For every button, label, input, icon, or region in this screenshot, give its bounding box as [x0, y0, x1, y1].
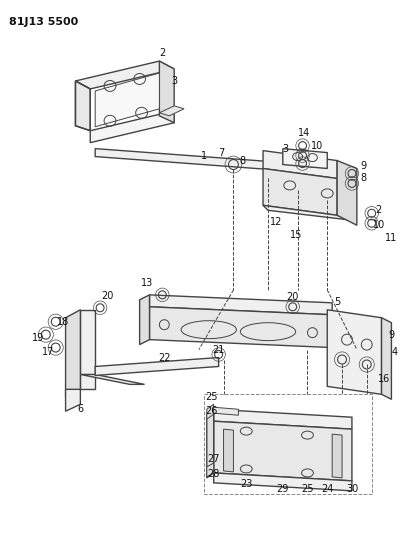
Polygon shape — [207, 463, 214, 477]
Text: 12: 12 — [270, 217, 282, 227]
Text: 25: 25 — [206, 392, 218, 402]
Text: 1: 1 — [201, 151, 207, 160]
Text: 8: 8 — [361, 173, 367, 183]
Text: 10: 10 — [311, 141, 324, 151]
Polygon shape — [95, 358, 219, 375]
Polygon shape — [80, 375, 144, 384]
Text: 20: 20 — [101, 291, 113, 301]
Text: 11: 11 — [385, 233, 398, 243]
Polygon shape — [95, 73, 159, 127]
Text: 81J13 5500: 81J13 5500 — [9, 17, 78, 27]
Polygon shape — [214, 421, 352, 481]
Text: 24: 24 — [321, 484, 334, 494]
Text: 23: 23 — [240, 479, 252, 489]
Text: 4: 4 — [391, 346, 398, 357]
Text: 17: 17 — [42, 346, 54, 357]
Polygon shape — [283, 149, 327, 168]
Text: 21: 21 — [212, 344, 225, 354]
Text: 27: 27 — [208, 454, 220, 464]
Polygon shape — [332, 434, 342, 478]
Polygon shape — [159, 61, 174, 123]
Text: 22: 22 — [158, 352, 170, 362]
Text: 7: 7 — [218, 148, 225, 158]
Polygon shape — [214, 407, 238, 415]
Text: 26: 26 — [206, 406, 218, 416]
Polygon shape — [327, 310, 382, 394]
Polygon shape — [66, 389, 80, 411]
Text: 9: 9 — [361, 160, 367, 171]
Text: 28: 28 — [208, 469, 220, 479]
Text: 20: 20 — [286, 292, 299, 302]
Polygon shape — [140, 295, 150, 345]
Polygon shape — [207, 409, 214, 478]
Polygon shape — [76, 61, 174, 89]
Text: 16: 16 — [378, 374, 391, 384]
Polygon shape — [382, 318, 392, 399]
Polygon shape — [337, 160, 357, 225]
Text: 15: 15 — [290, 230, 302, 240]
Polygon shape — [214, 473, 352, 491]
Polygon shape — [263, 205, 352, 220]
Polygon shape — [224, 429, 234, 472]
Polygon shape — [80, 310, 95, 389]
Polygon shape — [159, 106, 184, 116]
Polygon shape — [214, 409, 352, 429]
Text: 14: 14 — [298, 128, 311, 138]
Text: 5: 5 — [334, 297, 340, 307]
Polygon shape — [263, 151, 337, 179]
Text: 13: 13 — [142, 278, 154, 288]
Polygon shape — [95, 149, 337, 174]
Polygon shape — [76, 81, 90, 131]
Text: 8: 8 — [239, 156, 245, 166]
Text: 19: 19 — [32, 333, 44, 343]
Text: 25: 25 — [301, 484, 314, 494]
Polygon shape — [207, 404, 214, 419]
Polygon shape — [150, 307, 332, 348]
Text: 29: 29 — [277, 484, 289, 494]
Text: 3: 3 — [283, 143, 289, 154]
Text: 2: 2 — [159, 48, 166, 58]
Text: 6: 6 — [77, 404, 84, 414]
Polygon shape — [66, 310, 80, 397]
Polygon shape — [263, 168, 337, 215]
Text: 18: 18 — [56, 317, 69, 327]
Text: 9: 9 — [388, 329, 394, 340]
Text: 3: 3 — [171, 76, 177, 86]
Text: 30: 30 — [347, 484, 359, 494]
Text: 10: 10 — [372, 220, 385, 230]
Polygon shape — [90, 111, 174, 143]
Text: 2: 2 — [376, 205, 382, 215]
Polygon shape — [150, 295, 332, 315]
